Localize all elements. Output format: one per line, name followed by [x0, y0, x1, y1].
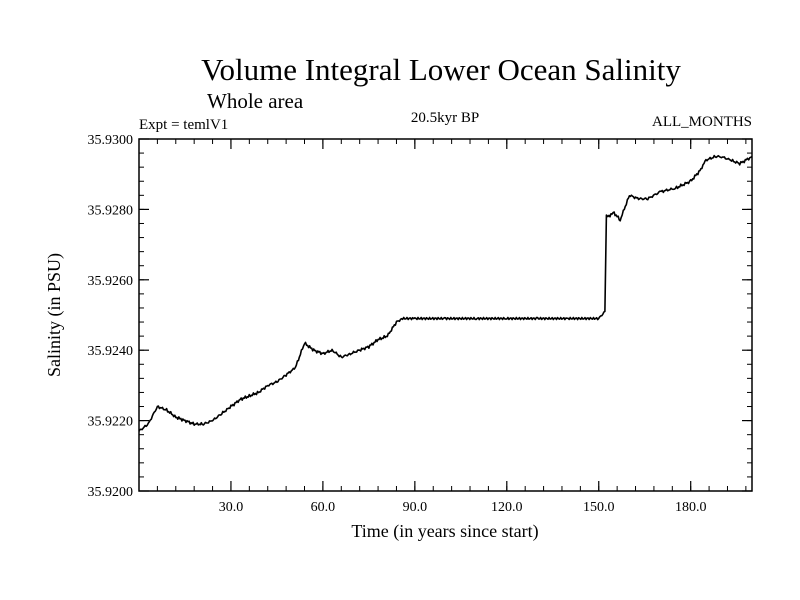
- x-axis-label: Time (in years since start): [351, 521, 538, 542]
- x-tick-label: 90.0: [403, 500, 428, 515]
- y-tick-label: 35.9300: [88, 133, 134, 148]
- x-tick-label: 180.0: [675, 500, 707, 515]
- x-tick-label: 120.0: [491, 500, 523, 515]
- chart-title: Volume Integral Lower Ocean Salinity: [201, 52, 681, 87]
- y-tick-label: 35.9200: [88, 485, 134, 500]
- plot-frame: [138, 138, 753, 492]
- y-axis-label: Salinity (in PSU): [44, 253, 65, 377]
- y-tick-label: 35.9260: [88, 274, 134, 289]
- x-tick-label: 60.0: [311, 500, 336, 515]
- months-label: ALL_MONTHS: [652, 114, 752, 130]
- x-tick-label: 150.0: [583, 500, 615, 515]
- x-tick-label: 30.0: [219, 500, 244, 515]
- tick-labels: 30.0 60.0 90.0 120.0 150.0 180.0 35.9200 35.922…: [88, 133, 707, 515]
- y-tick-label: 35.9280: [88, 203, 134, 218]
- y-tick-label: 35.9240: [88, 344, 134, 359]
- chart-subtitle: Whole area: [207, 89, 304, 113]
- salinity-series-line: [138, 154, 753, 432]
- experiment-label: Expt = temlV1: [139, 117, 228, 133]
- period-label: 20.5kyr BP: [411, 110, 479, 126]
- y-tick-label: 35.9220: [88, 415, 134, 430]
